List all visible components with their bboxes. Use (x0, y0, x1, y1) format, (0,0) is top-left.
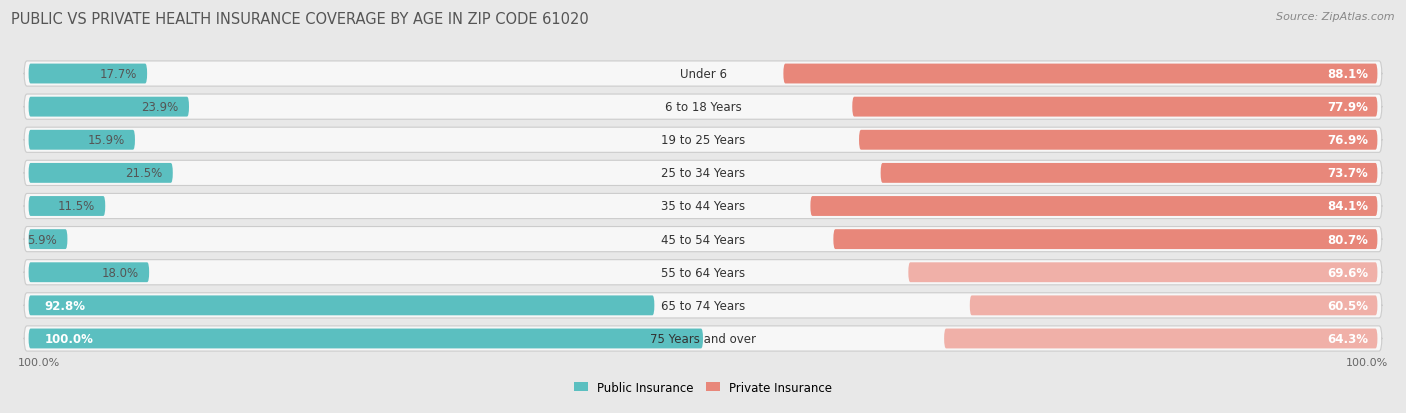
Text: 69.6%: 69.6% (1327, 266, 1368, 279)
Text: 73.7%: 73.7% (1327, 167, 1368, 180)
Text: 25 to 34 Years: 25 to 34 Years (661, 167, 745, 180)
Text: 92.8%: 92.8% (45, 299, 86, 312)
Text: 35 to 44 Years: 35 to 44 Years (661, 200, 745, 213)
FancyBboxPatch shape (859, 131, 1378, 150)
FancyBboxPatch shape (28, 197, 105, 216)
Text: 19 to 25 Years: 19 to 25 Years (661, 134, 745, 147)
FancyBboxPatch shape (970, 296, 1378, 316)
Text: 11.5%: 11.5% (58, 200, 96, 213)
FancyBboxPatch shape (28, 97, 188, 117)
Text: 100.0%: 100.0% (17, 358, 59, 368)
Text: 76.9%: 76.9% (1327, 134, 1368, 147)
Text: 55 to 64 Years: 55 to 64 Years (661, 266, 745, 279)
FancyBboxPatch shape (24, 326, 1382, 351)
FancyBboxPatch shape (24, 62, 1382, 87)
FancyBboxPatch shape (783, 64, 1378, 84)
Legend: Public Insurance, Private Insurance: Public Insurance, Private Insurance (569, 376, 837, 399)
FancyBboxPatch shape (24, 194, 1382, 219)
FancyBboxPatch shape (28, 164, 173, 183)
FancyBboxPatch shape (24, 128, 1382, 153)
FancyBboxPatch shape (24, 260, 1382, 285)
FancyBboxPatch shape (28, 296, 654, 316)
FancyBboxPatch shape (880, 164, 1378, 183)
FancyBboxPatch shape (24, 95, 1382, 120)
Text: 45 to 54 Years: 45 to 54 Years (661, 233, 745, 246)
Text: 80.7%: 80.7% (1327, 233, 1368, 246)
FancyBboxPatch shape (24, 293, 1382, 318)
Text: 21.5%: 21.5% (125, 167, 163, 180)
Text: 5.9%: 5.9% (28, 233, 58, 246)
Text: PUBLIC VS PRIVATE HEALTH INSURANCE COVERAGE BY AGE IN ZIP CODE 61020: PUBLIC VS PRIVATE HEALTH INSURANCE COVER… (11, 12, 589, 27)
FancyBboxPatch shape (24, 161, 1382, 186)
FancyBboxPatch shape (28, 64, 148, 84)
Text: 23.9%: 23.9% (142, 101, 179, 114)
Text: Source: ZipAtlas.com: Source: ZipAtlas.com (1277, 12, 1395, 22)
FancyBboxPatch shape (28, 329, 703, 349)
Text: 84.1%: 84.1% (1327, 200, 1368, 213)
Text: 64.3%: 64.3% (1327, 332, 1368, 345)
Text: 100.0%: 100.0% (45, 332, 93, 345)
Text: 17.7%: 17.7% (100, 68, 136, 81)
Text: 6 to 18 Years: 6 to 18 Years (665, 101, 741, 114)
FancyBboxPatch shape (28, 263, 149, 282)
FancyBboxPatch shape (28, 230, 67, 249)
Text: 88.1%: 88.1% (1327, 68, 1368, 81)
Text: 65 to 74 Years: 65 to 74 Years (661, 299, 745, 312)
FancyBboxPatch shape (908, 263, 1378, 282)
FancyBboxPatch shape (28, 131, 135, 150)
Text: 75 Years and over: 75 Years and over (650, 332, 756, 345)
Text: 100.0%: 100.0% (1347, 358, 1389, 368)
FancyBboxPatch shape (945, 329, 1378, 349)
Text: Under 6: Under 6 (679, 68, 727, 81)
FancyBboxPatch shape (24, 227, 1382, 252)
Text: 15.9%: 15.9% (87, 134, 125, 147)
FancyBboxPatch shape (810, 197, 1378, 216)
FancyBboxPatch shape (834, 230, 1378, 249)
Text: 60.5%: 60.5% (1327, 299, 1368, 312)
Text: 77.9%: 77.9% (1327, 101, 1368, 114)
FancyBboxPatch shape (852, 97, 1378, 117)
Text: 18.0%: 18.0% (101, 266, 139, 279)
